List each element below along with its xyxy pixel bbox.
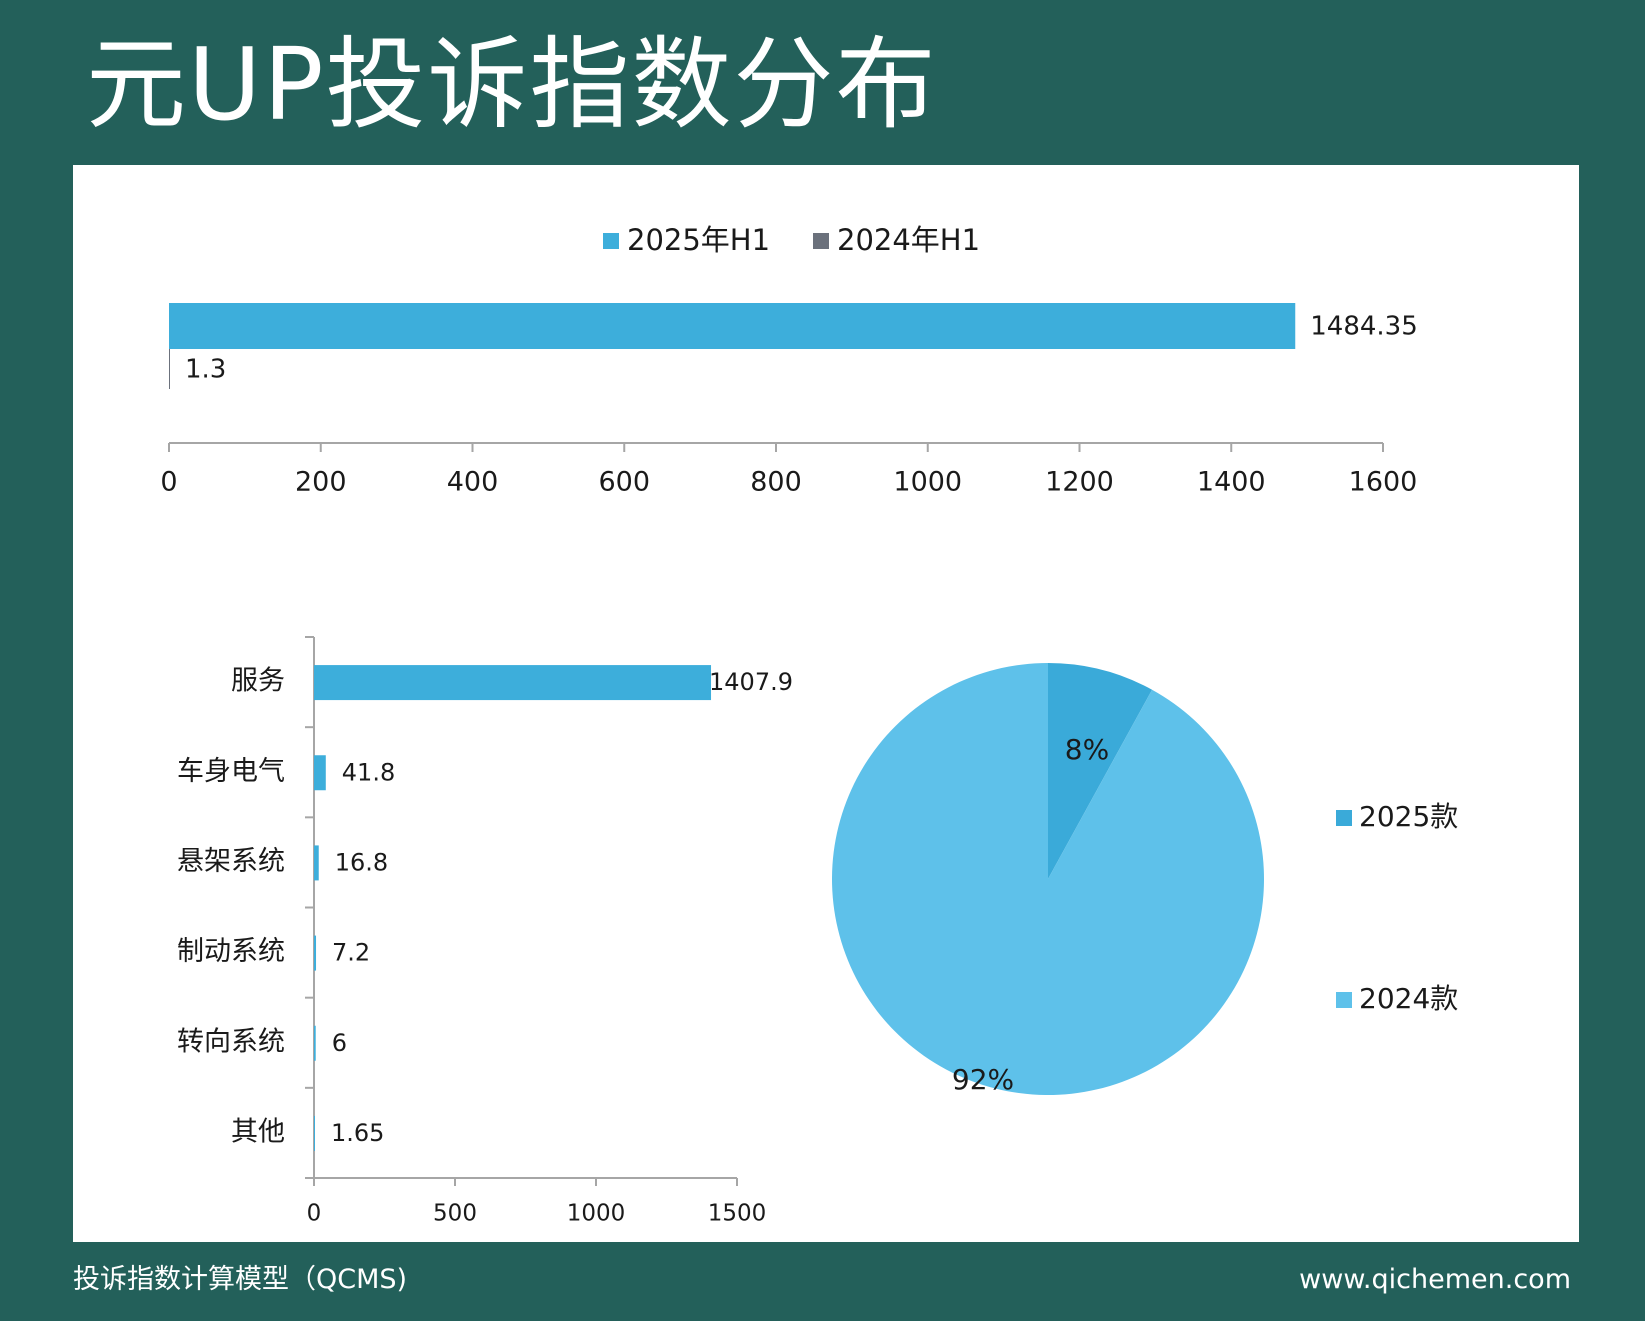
bar-category	[314, 935, 317, 971]
data-label-series-1: 1484.35	[1310, 312, 1418, 342]
x-tick-label-2: 1000	[567, 1201, 626, 1227]
bar-category	[314, 755, 326, 791]
x-tick-label-1: 1200	[1045, 467, 1114, 498]
bar-series-2	[169, 349, 170, 389]
data-label-category: 16.8	[335, 848, 388, 876]
data-label-category: 41.8	[342, 758, 395, 786]
legend-swatch-1	[603, 233, 619, 249]
category-label: 其他	[231, 1116, 285, 1147]
legend-swatch-2	[813, 233, 829, 249]
bar-category	[314, 1115, 315, 1151]
footer-website: www.qichemen.com	[1299, 1264, 1571, 1295]
legend-label-1: 2025年H1	[627, 223, 770, 257]
category-label: 制动系统	[177, 936, 285, 967]
x-tick-label-1: 1000	[893, 467, 962, 498]
x-tick-label-2: 0	[307, 1201, 322, 1227]
category-label: 转向系统	[177, 1026, 285, 1057]
bar-category	[314, 665, 712, 701]
x-tick-label-1: 1600	[1349, 467, 1418, 498]
x-tick-label-2: 1500	[708, 1201, 767, 1227]
footer-model-name: 投诉指数计算模型（QCMS)	[73, 1264, 408, 1295]
charts-canvas: 2025年H1 2024年H1 1484.35 1.3 0 200 400 600 800 100…	[160, 223, 1458, 1227]
data-label-category: 6	[332, 1029, 347, 1057]
pie-slice-1	[1048, 663, 1153, 879]
bar-series-1	[169, 303, 1296, 349]
category-label: 服务	[231, 666, 285, 697]
page-title: 元UP投诉指数分布	[86, 26, 938, 143]
pie-data-label-1: 8%	[1065, 733, 1109, 766]
data-label-category: 7.2	[332, 939, 370, 967]
pie-legend-swatch-2	[1336, 992, 1352, 1008]
category-label: 车身电气	[177, 756, 285, 787]
x-tick-label-1: 200	[295, 467, 347, 498]
x-tick-label-1: 600	[598, 467, 650, 498]
category-label: 悬架系统	[177, 846, 285, 877]
pie-legend-swatch-1	[1336, 810, 1352, 826]
chart-panel: 2025年H1 2024年H1 1484.35 1.3 0 200 400 600 800 100…	[73, 165, 1579, 1242]
x-tick-label-2: 500	[433, 1201, 477, 1227]
pie-legend-label-1: 2025款	[1359, 800, 1458, 833]
x-tick-label-1: 400	[447, 467, 499, 498]
pie-slice-2	[831, 663, 1264, 1095]
x-tick-label-1: 800	[750, 467, 802, 498]
bar-category	[314, 845, 319, 881]
bar-category	[314, 1025, 316, 1061]
pie-legend-label-2: 2024款	[1359, 982, 1458, 1015]
legend-label-2: 2024年H1	[837, 223, 980, 257]
x-tick-label-1: 0	[160, 467, 177, 498]
data-label-category: 1.65	[331, 1119, 384, 1147]
x-tick-label-1: 1400	[1197, 467, 1266, 498]
data-label-series-2: 1.3	[185, 355, 226, 385]
pie-data-label-2: 92%	[952, 1063, 1014, 1096]
data-label-category: 1407.9	[709, 668, 793, 696]
